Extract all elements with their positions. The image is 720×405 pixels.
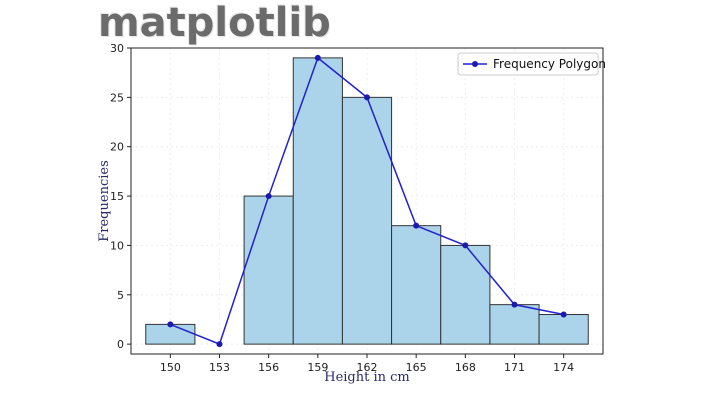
y-tick-label: 15 xyxy=(110,190,124,203)
y-tick-label: 10 xyxy=(110,239,124,252)
x-tick-label: 162 xyxy=(357,361,378,374)
x-tick-label: 153 xyxy=(209,361,230,374)
histogram-bar xyxy=(391,225,442,345)
legend-box xyxy=(457,52,599,76)
polygon-point xyxy=(216,341,223,348)
x-tick-label: 150 xyxy=(160,361,181,374)
histogram-bar xyxy=(489,304,540,345)
y-tick-label: 0 xyxy=(117,338,124,351)
polygon-point xyxy=(167,321,174,328)
legend: Frequency Polygon xyxy=(457,52,606,76)
x-axis-ticks: 150 153 156 159 162 165 168 171 174 xyxy=(160,354,574,374)
y-tick-label: 5 xyxy=(117,289,124,302)
histogram-bar xyxy=(243,195,294,345)
polygon-point xyxy=(560,311,567,318)
x-tick-label: 159 xyxy=(307,361,328,374)
histogram-bar xyxy=(292,57,343,345)
y-tick-label: 20 xyxy=(110,141,124,154)
x-tick-label: 165 xyxy=(406,361,427,374)
polygon-point xyxy=(511,301,518,308)
legend-marker xyxy=(472,61,478,67)
y-axis-label: Frequencies xyxy=(97,160,112,242)
y-tick-label: 30 xyxy=(110,42,124,55)
frequency-polygon xyxy=(167,54,567,348)
polygon-point xyxy=(314,54,321,61)
x-tick-label: 174 xyxy=(553,361,574,374)
polygon-point xyxy=(462,242,469,249)
y-tick-label: 25 xyxy=(110,91,124,104)
matplotlib-logo: matplotlib xyxy=(98,0,331,46)
histogram-bar xyxy=(440,244,491,345)
histogram-bar xyxy=(538,314,589,345)
legend-label: Frequency Polygon xyxy=(493,57,606,71)
x-tick-label: 156 xyxy=(258,361,279,374)
histogram-bar xyxy=(341,96,393,345)
x-tick-label: 168 xyxy=(455,361,476,374)
polygon-point xyxy=(413,222,420,229)
polygon-point xyxy=(364,94,370,101)
x-tick-label: 171 xyxy=(504,361,525,374)
y-axis-ticks: 0 5 10 15 20 25 30 xyxy=(110,42,131,351)
x-axis-label: Height in cm xyxy=(324,370,410,385)
polygon-point xyxy=(265,193,272,200)
